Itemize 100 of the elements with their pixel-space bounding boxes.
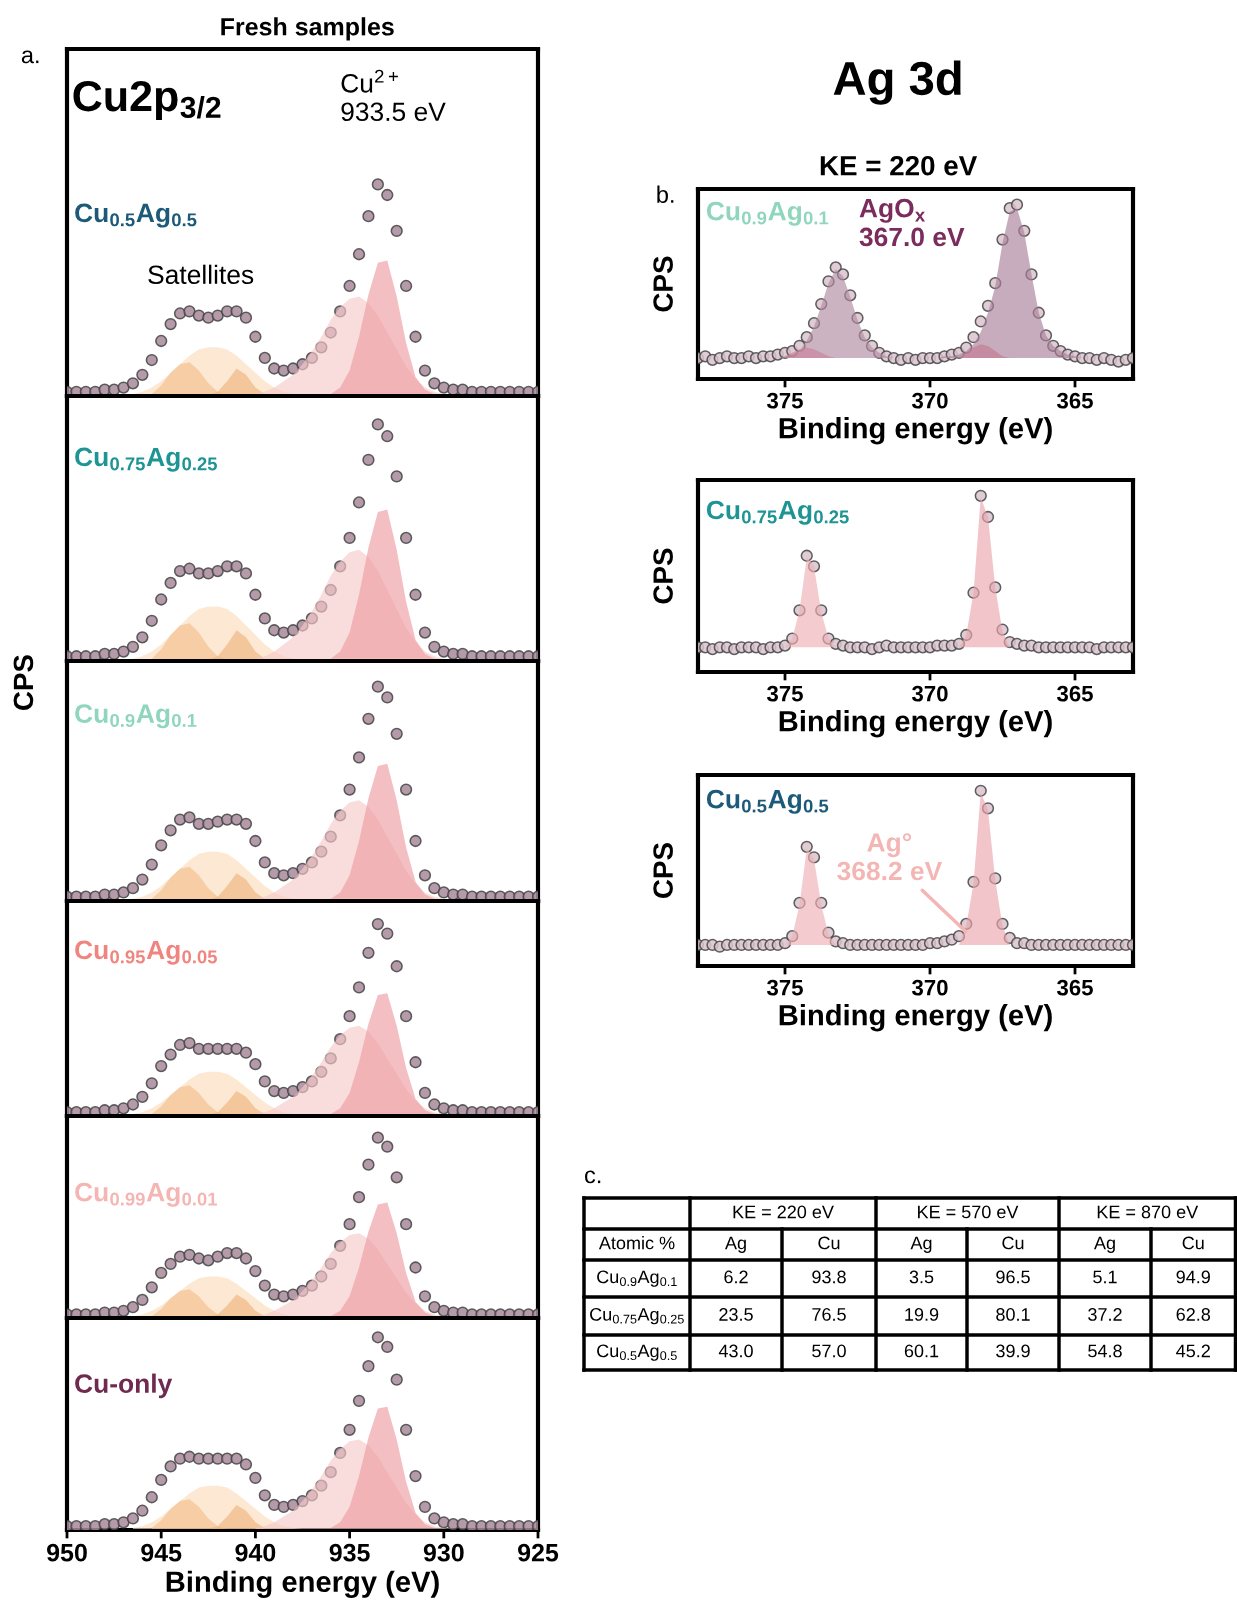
point xyxy=(258,1489,271,1502)
annotation: Cu$_{0.5}$Ag$_{0.5}$ xyxy=(706,789,829,814)
point xyxy=(268,1498,281,1512)
point xyxy=(126,881,140,895)
x-tick-label: 375 xyxy=(766,392,803,409)
point xyxy=(126,1301,140,1314)
annotation: Cu$_{0.75}$Ag$_{0.25}$ xyxy=(706,500,849,525)
text: Cu$^{2+}$ 933.5 eV xyxy=(341,69,446,122)
text: 62.8 xyxy=(1176,1308,1211,1321)
point xyxy=(399,1423,413,1436)
annotation: Cu$_{0.95}$Ag$_{0.05}$ xyxy=(75,940,217,965)
point xyxy=(399,783,413,796)
x-axis-title: Binding energy (eV) xyxy=(779,1004,1052,1032)
x-tick-label: 375 xyxy=(766,979,803,996)
point xyxy=(183,1248,196,1262)
text: b. xyxy=(657,185,674,203)
x-tick-label: 370 xyxy=(911,685,948,702)
point xyxy=(315,1479,328,1492)
point xyxy=(296,1081,309,1094)
point xyxy=(286,362,300,375)
point xyxy=(202,817,215,831)
point xyxy=(268,866,281,880)
x-tick-label: 370 xyxy=(911,979,948,996)
point xyxy=(239,1252,253,1265)
point xyxy=(230,1042,243,1055)
point xyxy=(418,1290,432,1303)
text: 5.1 xyxy=(1093,1270,1117,1284)
category-label: Cu xyxy=(1182,1236,1204,1250)
text: Cu2p$_{3/2}$ xyxy=(73,80,221,120)
point xyxy=(268,1084,281,1098)
point xyxy=(211,564,224,578)
x-tick-label: 945 xyxy=(141,1543,182,1562)
point xyxy=(117,1516,130,1529)
text: KE = 570 eV xyxy=(918,1205,1019,1219)
point xyxy=(145,353,158,367)
category-label: Cu$_{0.75}$Ag$_{0.25}$ xyxy=(590,1307,684,1325)
text: 43.0 xyxy=(718,1344,753,1358)
point xyxy=(305,856,319,869)
point xyxy=(249,1471,262,1485)
point xyxy=(362,712,375,726)
point xyxy=(249,834,262,848)
text: 45.2 xyxy=(1176,1344,1210,1358)
point xyxy=(343,531,356,545)
text: 54.8 xyxy=(1088,1344,1122,1358)
point xyxy=(230,305,243,318)
point xyxy=(362,1158,375,1171)
point xyxy=(126,1512,140,1525)
point xyxy=(390,727,403,741)
point xyxy=(343,279,356,293)
y-axis-title: CPS xyxy=(653,256,673,312)
chart-title: Ag 3d xyxy=(833,60,961,105)
point xyxy=(381,188,394,202)
annotation: AgO$_{x}$ 367.0 eV xyxy=(859,198,965,247)
annotation: Cu$_{0.75}$Ag$_{0.25}$ xyxy=(75,447,217,472)
point xyxy=(418,1086,432,1100)
chart-subtitle: KE = 220 eV xyxy=(820,155,978,176)
point xyxy=(239,311,253,324)
x-tick-label: 370 xyxy=(911,392,948,409)
point xyxy=(334,1239,347,1253)
point xyxy=(409,1056,422,1069)
point xyxy=(136,631,149,644)
point xyxy=(145,1491,158,1504)
point xyxy=(145,1281,158,1294)
point xyxy=(324,830,337,843)
category-label: Cu xyxy=(818,1236,840,1250)
point xyxy=(315,600,328,613)
point xyxy=(362,946,375,959)
text: Atomic % xyxy=(598,1236,675,1250)
point xyxy=(362,210,375,223)
x-tick-label: 930 xyxy=(423,1543,464,1562)
point xyxy=(183,305,196,318)
point xyxy=(155,839,168,852)
point xyxy=(258,612,271,625)
point xyxy=(117,886,130,899)
point xyxy=(230,1452,243,1465)
point xyxy=(371,680,385,693)
point xyxy=(126,1098,140,1111)
point xyxy=(173,1038,187,1052)
point xyxy=(239,567,253,580)
point xyxy=(381,1340,394,1354)
point xyxy=(183,811,196,824)
point xyxy=(183,562,196,575)
point xyxy=(352,1394,366,1408)
point xyxy=(315,1065,328,1078)
point xyxy=(89,1519,102,1530)
annotation: Cu$_{0.9}$Ag$_{0.1}$ xyxy=(75,704,197,729)
point xyxy=(503,1519,516,1530)
point xyxy=(136,368,149,381)
point xyxy=(334,305,347,318)
point xyxy=(428,640,441,653)
point xyxy=(117,1102,130,1115)
point xyxy=(352,496,366,509)
point xyxy=(145,614,158,627)
point xyxy=(239,1458,253,1471)
point xyxy=(286,624,300,637)
annotation: Cu$_{0.5}$Ag$_{0.5}$ xyxy=(75,203,197,228)
point xyxy=(343,783,356,796)
text: 23.5 xyxy=(719,1308,753,1321)
point xyxy=(418,1500,432,1514)
point xyxy=(371,1131,385,1144)
